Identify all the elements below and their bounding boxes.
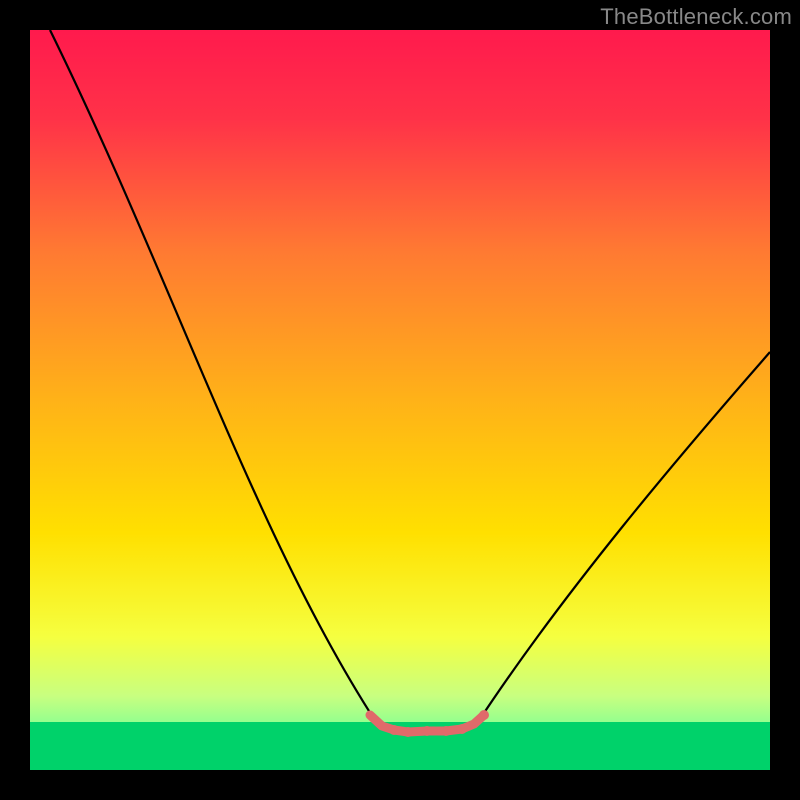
gradient-background <box>30 30 770 770</box>
valley-marker-dot <box>422 726 432 736</box>
plot-group <box>30 30 770 770</box>
watermark-text: TheBottleneck.com <box>600 4 792 30</box>
valley-marker-dot <box>441 726 451 736</box>
valley-marker-dot <box>479 710 489 720</box>
chart-svg <box>0 0 800 800</box>
valley-marker-dot <box>403 727 413 737</box>
valley-marker-dot <box>389 725 399 735</box>
chart-frame: TheBottleneck.com <box>0 0 800 800</box>
valley-marker-dot <box>457 724 467 734</box>
